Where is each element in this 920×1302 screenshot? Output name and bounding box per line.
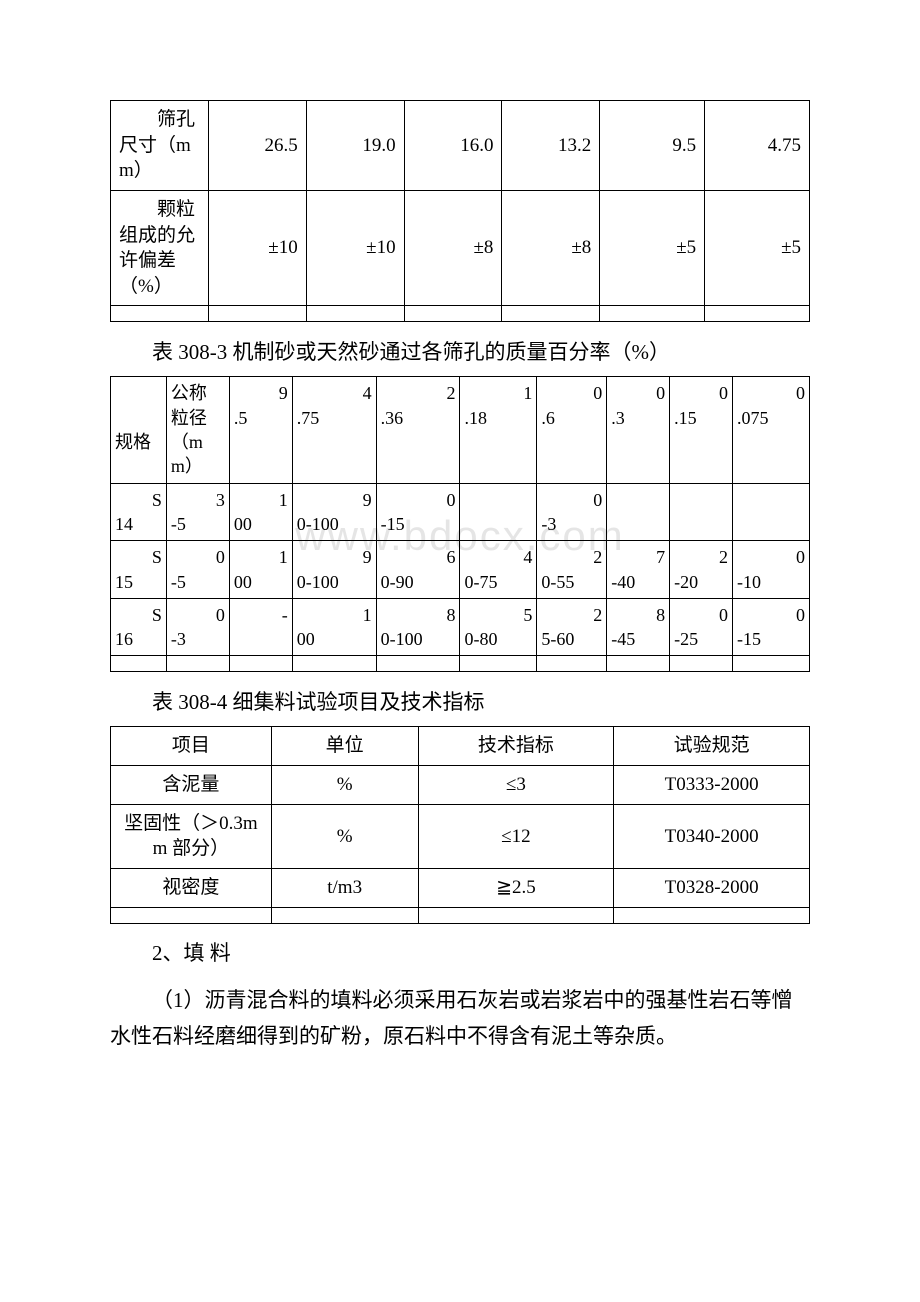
cell: 100	[292, 598, 376, 656]
table-row	[111, 306, 810, 322]
cell: 19.0	[306, 101, 404, 191]
table-row: 项目 单位 技术指标 试验规范	[111, 727, 810, 766]
col-header: 9.5	[229, 377, 292, 483]
table-caption: 表 308-3 机制砂或天然砂通过各筛孔的质量百分率（%）	[110, 336, 810, 366]
cell: S14	[111, 483, 167, 541]
cell: ≤12	[418, 804, 614, 868]
cell: 100	[229, 483, 292, 541]
cell: ±8	[404, 190, 502, 306]
table-row: 筛孔尺寸（mm） 26.5 19.0 16.0 13.2 9.5 4.75	[111, 101, 810, 191]
col-header: 1.18	[460, 377, 537, 483]
cell: 0-3	[537, 483, 607, 541]
cell: ±5	[705, 190, 810, 306]
cell: T0333-2000	[614, 766, 810, 805]
cell: 26.5	[208, 101, 306, 191]
cell	[733, 483, 810, 541]
cell: 0-15	[733, 598, 810, 656]
cell: 含泥量	[111, 766, 272, 805]
cell: 16.0	[404, 101, 502, 191]
cell: 0-15	[376, 483, 460, 541]
cell: 坚固性（＞0.3mm 部分）	[111, 804, 272, 868]
col-header: 技术指标	[418, 727, 614, 766]
cell: 9.5	[600, 101, 705, 191]
cell: ±10	[306, 190, 404, 306]
cell: 0-3	[166, 598, 229, 656]
cell: 0-25	[670, 598, 733, 656]
table-row	[111, 656, 810, 672]
cell: ±5	[600, 190, 705, 306]
fine-aggregate-table: 项目 单位 技术指标 试验规范 含泥量 % ≤3 T0333-2000 坚固性（…	[110, 726, 810, 923]
cell: %	[271, 804, 418, 868]
table-row: 含泥量 % ≤3 T0333-2000	[111, 766, 810, 805]
cell: 40-75	[460, 541, 537, 599]
cell: ≤3	[418, 766, 614, 805]
row-label: 颗粒组成的允许偏差（%）	[111, 190, 209, 306]
cell: 0-5	[166, 541, 229, 599]
cell: ±10	[208, 190, 306, 306]
cell: t/m3	[271, 869, 418, 908]
sand-pass-rate-table: 规格 公称粒径（mm） 9.5 4.75 2.36 1.18 0.6 0.3 0…	[110, 376, 810, 672]
cell: 0-10	[733, 541, 810, 599]
cell: 90-100	[292, 483, 376, 541]
table-row: 视密度 t/m3 ≧2.5 T0328-2000	[111, 869, 810, 908]
paragraph: （1）沥青混合料的填料必须采用石灰岩或岩浆岩中的强基性岩石等憎水性石料经磨细得到…	[110, 983, 810, 1054]
cell: %	[271, 766, 418, 805]
cell	[460, 483, 537, 541]
cell: 13.2	[502, 101, 600, 191]
cell: 7-40	[607, 541, 670, 599]
col-header: 0.6	[537, 377, 607, 483]
table-row	[111, 907, 810, 923]
cell: S16	[111, 598, 167, 656]
cell: 8-45	[607, 598, 670, 656]
sieve-size-table: 筛孔尺寸（mm） 26.5 19.0 16.0 13.2 9.5 4.75 颗粒…	[110, 100, 810, 322]
cell: 2-20	[670, 541, 733, 599]
cell: ≧2.5	[418, 869, 614, 908]
col-header: 4.75	[292, 377, 376, 483]
table-row: 规格 公称粒径（mm） 9.5 4.75 2.36 1.18 0.6 0.3 0…	[111, 377, 810, 483]
table-row: S16 0-3 - 100 80-100 50-80 25-60 8-45 0-…	[111, 598, 810, 656]
col-header: 规格	[111, 377, 167, 483]
col-header: 0.15	[670, 377, 733, 483]
col-header: 项目	[111, 727, 272, 766]
cell: 4.75	[705, 101, 810, 191]
cell: 25-60	[537, 598, 607, 656]
cell: 60-90	[376, 541, 460, 599]
table-row: 坚固性（＞0.3mm 部分） % ≤12 T0340-2000	[111, 804, 810, 868]
cell	[670, 483, 733, 541]
cell: S15	[111, 541, 167, 599]
table-row: S14 3-5 100 90-100 0-15 0-3	[111, 483, 810, 541]
cell: 视密度	[111, 869, 272, 908]
col-header: 2.36	[376, 377, 460, 483]
col-header: 单位	[271, 727, 418, 766]
col-header: 试验规范	[614, 727, 810, 766]
table-row: S15 0-5 100 90-100 60-90 40-75 20-55 7-4…	[111, 541, 810, 599]
cell: 100	[229, 541, 292, 599]
row-label: 筛孔尺寸（mm）	[111, 101, 209, 191]
cell: T0328-2000	[614, 869, 810, 908]
table-caption: 表 308-4 细集料试验项目及技术指标	[110, 686, 810, 716]
cell	[607, 483, 670, 541]
col-header: 0.3	[607, 377, 670, 483]
col-header: 公称粒径（mm）	[166, 377, 229, 483]
cell: T0340-2000	[614, 804, 810, 868]
cell: 90-100	[292, 541, 376, 599]
table-row: 颗粒组成的允许偏差（%） ±10 ±10 ±8 ±8 ±5 ±5	[111, 190, 810, 306]
section-heading: 2、填 料	[110, 936, 810, 972]
col-header: 0.075	[733, 377, 810, 483]
cell: ±8	[502, 190, 600, 306]
cell: 80-100	[376, 598, 460, 656]
cell: 50-80	[460, 598, 537, 656]
cell: 20-55	[537, 541, 607, 599]
cell: -	[229, 598, 292, 656]
cell: 3-5	[166, 483, 229, 541]
